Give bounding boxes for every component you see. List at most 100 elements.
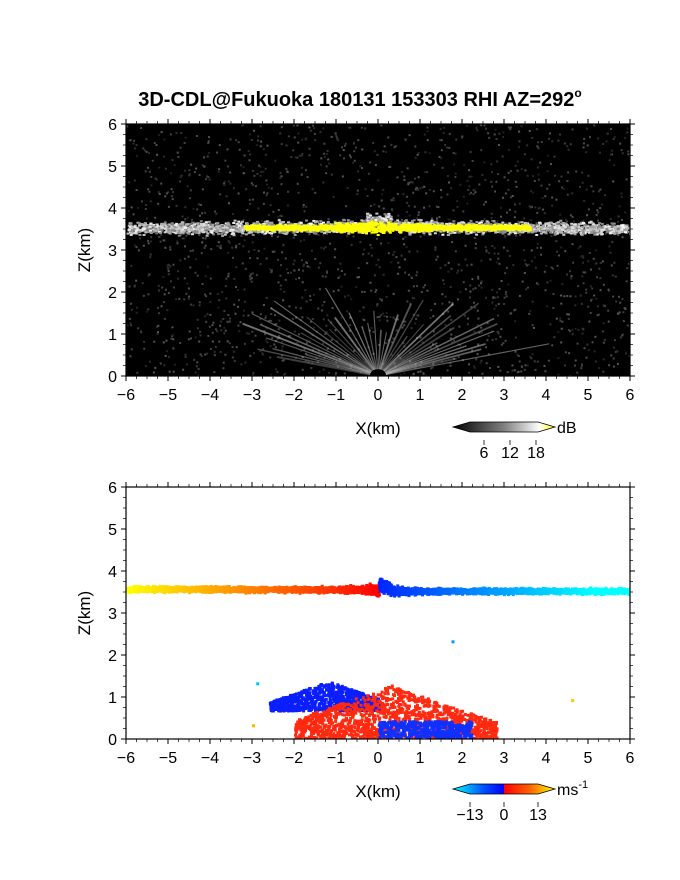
- layer-echo: [485, 220, 489, 223]
- layer-echo: [220, 232, 224, 235]
- layer-echo: [173, 224, 177, 227]
- layer-echo: [237, 228, 241, 231]
- fan-ray: [377, 315, 452, 376]
- layer-echo: [177, 234, 181, 237]
- noise-speckle: [201, 188, 204, 191]
- noise-speckle: [279, 132, 282, 135]
- noise-speckle: [292, 124, 295, 127]
- noise-speckle: [227, 275, 230, 278]
- noise-speckle: [193, 171, 196, 174]
- noise-speckle: [567, 317, 570, 320]
- layer-echo: [539, 232, 543, 235]
- noise-speckle: [298, 268, 301, 271]
- layer-echo: [566, 231, 570, 234]
- noise-speckle: [609, 251, 612, 254]
- layer-echo: [549, 231, 553, 234]
- noise-speckle: [403, 372, 406, 375]
- noise-speckle: [304, 138, 307, 141]
- layer-echo: [369, 214, 373, 217]
- noise-speckle: [243, 288, 246, 291]
- noise-speckle: [613, 339, 616, 342]
- noise-speckle: [252, 371, 255, 374]
- layer-echo: [239, 222, 243, 225]
- layer-echo: [268, 231, 272, 234]
- layer-echo: [472, 229, 476, 232]
- layer-echo: [435, 229, 439, 232]
- layer-echo: [547, 226, 551, 229]
- layer-echo: [557, 224, 561, 227]
- noise-speckle: [513, 216, 516, 219]
- noise-speckle: [156, 325, 159, 328]
- noise-speckle: [322, 368, 325, 371]
- noise-speckle: [604, 233, 607, 236]
- noise-speckle: [559, 133, 562, 136]
- noise-speckle: [590, 185, 593, 188]
- layer-echo: [571, 227, 575, 230]
- noise-speckle: [184, 206, 187, 209]
- noise-speckle: [349, 324, 352, 327]
- layer-echo: [403, 219, 407, 222]
- fan-ray: [377, 343, 486, 376]
- noise-speckle: [392, 292, 395, 295]
- noise-speckle: [535, 282, 538, 285]
- noise-speckle: [488, 251, 491, 254]
- layer-echo: [518, 221, 522, 224]
- noise-speckle: [385, 151, 388, 154]
- noise-speckle: [137, 206, 140, 209]
- noise-speckle: [142, 147, 145, 150]
- chart-title: 3D-CDL@Fukuoka 180131 153303 RHI AZ=292o: [138, 86, 582, 111]
- layer-echo: [598, 227, 602, 230]
- layer-echo: [155, 232, 159, 235]
- noise-speckle: [265, 327, 268, 330]
- noise-speckle: [337, 139, 340, 142]
- noise-speckle: [206, 175, 209, 178]
- noise-speckle: [400, 254, 403, 257]
- noise-speckle: [358, 178, 361, 181]
- layer-echo: [142, 223, 146, 226]
- noise-speckle: [592, 257, 595, 260]
- layer-echo: [197, 229, 201, 232]
- noise-speckle: [470, 305, 473, 308]
- layer-echo: [218, 224, 222, 227]
- noise-speckle: [341, 175, 344, 178]
- noise-speckle: [623, 306, 626, 309]
- noise-speckle: [590, 268, 593, 271]
- noise-speckle: [530, 219, 533, 222]
- noise-speckle: [556, 264, 559, 267]
- layer-echo: [461, 221, 465, 224]
- noise-speckle: [284, 372, 287, 375]
- noise-speckle: [382, 189, 385, 192]
- noise-speckle: [474, 242, 477, 245]
- noise-speckle: [191, 218, 194, 221]
- noise-speckle: [507, 188, 510, 191]
- noise-speckle: [317, 266, 320, 269]
- noise-speckle: [293, 136, 296, 139]
- noise-speckle: [219, 244, 222, 247]
- noise-speckle: [285, 167, 288, 170]
- layer-echo: [570, 225, 574, 228]
- noise-speckle: [149, 240, 152, 243]
- noise-speckle: [348, 126, 351, 129]
- noise-speckle: [462, 210, 465, 213]
- noise-speckle: [620, 195, 623, 198]
- noise-speckle: [323, 301, 326, 304]
- noise-speckle: [261, 353, 264, 356]
- layer-echo: [254, 230, 258, 233]
- layer-echo: [159, 228, 163, 231]
- noise-speckle: [158, 166, 161, 169]
- layer-echo: [597, 230, 601, 233]
- layer-core-echo: [250, 224, 254, 227]
- noise-speckle: [484, 201, 487, 204]
- layer-echo: [204, 221, 208, 224]
- noise-speckle: [252, 129, 255, 132]
- noise-speckle: [150, 184, 153, 187]
- reflectivity-plot-background: [126, 124, 630, 376]
- noise-speckle: [520, 370, 523, 373]
- noise-speckle: [194, 336, 197, 339]
- noise-speckle: [334, 329, 337, 332]
- noise-speckle: [233, 350, 236, 353]
- noise-speckle: [262, 191, 265, 194]
- layer-echo: [241, 228, 245, 231]
- layer-echo: [428, 233, 432, 236]
- noise-speckle: [494, 296, 497, 299]
